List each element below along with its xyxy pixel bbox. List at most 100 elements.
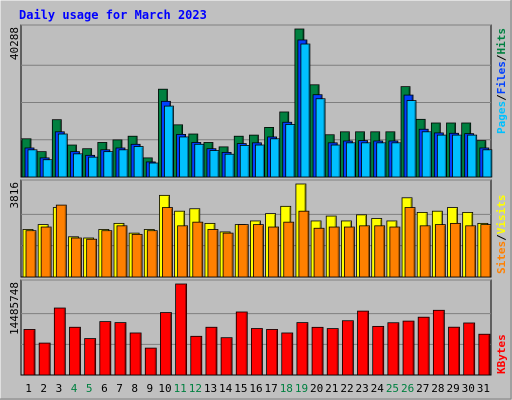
legend-top: Pages/Files/Hits xyxy=(495,28,508,134)
legend-hits: Hits xyxy=(495,28,508,55)
bar-sites-day-8 xyxy=(131,233,143,278)
x-tick-label: 14 xyxy=(219,382,233,395)
bar-pages-day-4 xyxy=(73,153,83,178)
bar-sites-day-28 xyxy=(434,224,446,278)
bar-kbytes-day-29 xyxy=(448,326,460,376)
x-tick-label: 26 xyxy=(401,382,414,395)
bar-sites-day-12 xyxy=(192,221,204,278)
bar-pages-day-12 xyxy=(194,143,205,178)
bar-pages-day-20 xyxy=(315,98,326,178)
legend-visits: Visits xyxy=(495,195,508,235)
bar-sites-day-1 xyxy=(25,230,37,278)
bar-kbytes-day-17 xyxy=(266,329,278,376)
bar-sites-day-16 xyxy=(253,224,264,278)
bar-pages-day-30 xyxy=(467,134,478,178)
bar-kbytes-day-1 xyxy=(23,329,36,376)
bar-kbytes-day-10 xyxy=(160,312,172,376)
chart-title: Daily usage for March 2023 xyxy=(19,8,207,22)
bar-sites-day-13 xyxy=(207,229,219,278)
legend-kbytes: KBytes xyxy=(495,334,508,374)
bar-pages-day-8 xyxy=(133,146,144,178)
bar-pages-day-1 xyxy=(27,149,38,178)
bar-pages-day-15 xyxy=(239,145,250,178)
bar-pages-day-13 xyxy=(209,150,220,178)
bar-pages-day-11 xyxy=(179,136,190,178)
bar-kbytes-day-16 xyxy=(251,328,263,376)
x-tick-label: 3 xyxy=(56,382,63,395)
bar-kbytes-day-24 xyxy=(372,325,385,376)
bar-sites-day-22 xyxy=(343,226,355,278)
bar-sites-day-2 xyxy=(40,226,52,278)
bar-kbytes-day-19 xyxy=(296,322,309,376)
x-tick-label: 9 xyxy=(147,382,154,395)
bar-pages-day-26 xyxy=(406,100,417,178)
bar-sites-day-17 xyxy=(268,226,279,278)
x-tick-label: 21 xyxy=(325,382,338,395)
bar-sites-day-25 xyxy=(389,226,401,278)
x-tick-label: 29 xyxy=(446,382,459,395)
bar-pages-day-18 xyxy=(285,124,296,178)
panel-top: 40288 xyxy=(8,24,493,178)
legend-bottom: KBytes xyxy=(495,334,508,374)
bar-sites-day-7 xyxy=(116,225,128,278)
bar-kbytes-day-18 xyxy=(281,332,294,376)
bar-kbytes-day-28 xyxy=(432,309,445,376)
x-tick-label: 7 xyxy=(116,382,123,395)
bar-sites-day-27 xyxy=(419,225,431,278)
x-tick-label: 5 xyxy=(86,382,93,395)
bar-kbytes-day-13 xyxy=(205,326,218,376)
legend-sites: Sites xyxy=(495,241,508,274)
x-tick-label: 11 xyxy=(174,382,187,395)
bar-pages-day-31 xyxy=(482,149,493,178)
bar-pages-day-9 xyxy=(148,162,159,178)
bar-pages-day-21 xyxy=(330,144,341,178)
bar-kbytes-day-12 xyxy=(190,335,203,376)
bar-sites-day-15 xyxy=(237,224,249,278)
bar-kbytes-day-3 xyxy=(53,307,66,376)
bar-sites-day-4 xyxy=(71,237,82,278)
bar-kbytes-day-26 xyxy=(402,320,415,376)
bar-kbytes-day-30 xyxy=(463,322,476,376)
bar-kbytes-day-11 xyxy=(175,283,188,376)
bar-pages-day-3 xyxy=(57,133,68,178)
x-tick-label: 13 xyxy=(204,382,217,395)
bar-kbytes-day-31 xyxy=(478,333,491,376)
panel-bottom: 14485748 xyxy=(8,279,492,376)
bar-pages-day-7 xyxy=(118,149,129,178)
bar-kbytes-day-5 xyxy=(84,338,97,376)
bar-sites-day-10 xyxy=(162,207,173,278)
bar-sites-day-29 xyxy=(450,222,461,278)
bar-kbytes-day-8 xyxy=(129,332,142,376)
bar-kbytes-day-7 xyxy=(114,322,127,376)
y-max-label: 14485748 xyxy=(8,282,21,335)
x-tick-label: 18 xyxy=(280,382,293,395)
x-tick-label: 17 xyxy=(265,382,278,395)
x-tick-label: 27 xyxy=(416,382,429,395)
x-tick-label: 30 xyxy=(462,382,475,395)
legend-separator: / xyxy=(495,94,508,101)
bar-sites-day-14 xyxy=(222,232,234,278)
bar-pages-day-29 xyxy=(452,134,462,178)
bar-pages-day-14 xyxy=(224,153,235,178)
bar-pages-day-6 xyxy=(103,151,114,178)
x-tick-label: 22 xyxy=(340,382,353,395)
y-max-label: 40288 xyxy=(8,27,21,60)
bar-pages-day-10 xyxy=(164,105,174,178)
bar-pages-day-23 xyxy=(361,142,371,178)
legend-middle: Sites/Visits xyxy=(495,195,508,275)
bar-kbytes-day-27 xyxy=(417,316,430,376)
bar-sites-day-30 xyxy=(465,225,477,278)
x-tick-label: 24 xyxy=(371,382,385,395)
x-tick-label: 4 xyxy=(71,382,78,395)
x-tick-label: 19 xyxy=(295,382,308,395)
bar-pages-day-22 xyxy=(345,142,356,178)
bar-sites-day-31 xyxy=(480,224,492,278)
x-tick-label: 20 xyxy=(310,382,323,395)
x-tick-label: 10 xyxy=(158,382,171,395)
x-tick-label: 1 xyxy=(25,382,32,395)
bar-sites-day-3 xyxy=(55,204,67,278)
bar-kbytes-day-9 xyxy=(144,347,157,376)
y-max-label: 3816 xyxy=(8,182,21,209)
bar-sites-day-26 xyxy=(404,207,416,278)
bar-sites-day-21 xyxy=(328,226,340,278)
